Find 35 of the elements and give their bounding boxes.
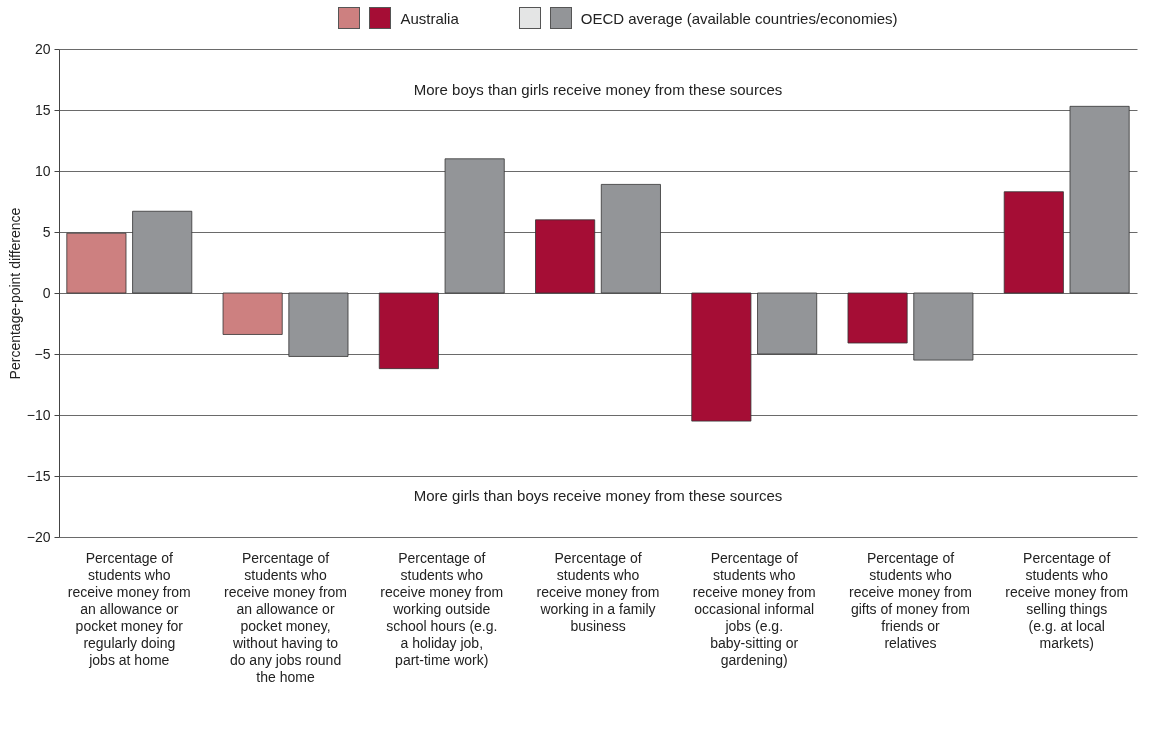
x-tick-label: Percentage of students who receive money from working in a family business	[536, 549, 660, 634]
bar	[757, 292, 818, 355]
x-tick-label: Percentage of students who receive money from occasional informal jobs (e.g. baby-sitting or gardening)	[692, 549, 816, 668]
bar	[1069, 105, 1130, 294]
y-tick-label: −20	[26, 528, 51, 545]
bar	[132, 210, 193, 294]
annotation: More girls than boys receive money from these sources	[413, 486, 783, 504]
x-tick-label: Percentage of students who receive money from selling things (e.g. at local markets)	[1005, 549, 1129, 651]
y-tick-label: 0	[42, 284, 51, 301]
bar	[444, 158, 505, 294]
y-axis-title: Percentage-point difference	[6, 207, 23, 380]
y-tick-label: −5	[34, 345, 51, 362]
x-tick-label: Percentage of students who receive money from working outside school hours (e.g. a holiday job, part-time work)	[380, 549, 504, 668]
bar	[222, 292, 283, 335]
legend-label: Australia	[400, 9, 459, 27]
y-tick-label: 15	[34, 101, 51, 118]
bar	[378, 292, 439, 370]
y-tick-label: 20	[34, 40, 51, 57]
annotation: More boys than girls receive money from these sources	[413, 81, 783, 99]
bar	[66, 232, 127, 294]
bar	[913, 292, 974, 361]
bar	[288, 292, 349, 357]
bar	[691, 292, 752, 422]
x-tick-label: Percentage of students who receive money from an allowance or pocket money, without having to do any jobs round the home	[224, 549, 347, 685]
bar	[600, 184, 661, 294]
y-tick-label: −15	[26, 467, 51, 484]
x-tick-label: Percentage of students who receive money from an allowance or pocket money for regularly doing jobs at home	[67, 549, 191, 668]
x-tick-label: Percentage of students who receive money from gifts of money from friends or relatives	[848, 549, 972, 651]
y-tick-label: −10	[26, 406, 51, 423]
bar	[847, 292, 908, 344]
y-tick-label: 10	[34, 162, 51, 179]
legend-label: OECD average (available countries/economies)	[580, 9, 898, 27]
bar	[535, 219, 596, 294]
y-tick-label: 5	[42, 223, 51, 240]
bar	[1003, 191, 1064, 294]
